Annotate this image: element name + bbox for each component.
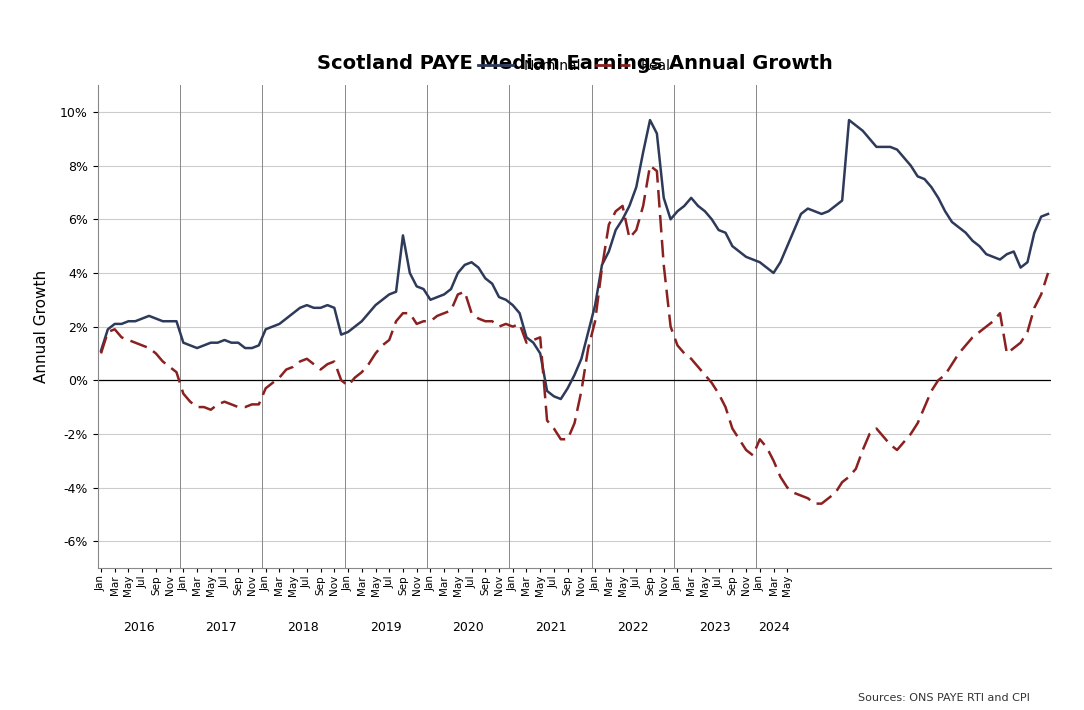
Real — [108, 325, 121, 334]
Nominal — [644, 116, 657, 124]
Text: 2021: 2021 — [534, 621, 566, 634]
Real — [1035, 290, 1048, 299]
Nominal — [101, 325, 114, 334]
Real — [809, 499, 822, 508]
Nominal — [712, 226, 725, 234]
Nominal — [1042, 209, 1055, 218]
Line: Real: Real — [101, 165, 1048, 503]
Nominal — [636, 148, 649, 156]
Real — [101, 328, 114, 337]
Real — [589, 317, 602, 325]
Real — [94, 349, 107, 358]
Text: 2019: 2019 — [370, 621, 401, 634]
Text: 2016: 2016 — [122, 621, 155, 634]
Text: 2020: 2020 — [452, 621, 485, 634]
Real — [706, 378, 719, 387]
Real — [630, 226, 643, 234]
Title: Scotland PAYE Median Earnings Annual Growth: Scotland PAYE Median Earnings Annual Gro… — [317, 53, 833, 72]
Text: 2024: 2024 — [758, 621, 789, 634]
Nominal — [94, 346, 107, 355]
Text: Sources: ONS PAYE RTI and CPI: Sources: ONS PAYE RTI and CPI — [857, 693, 1030, 703]
Real — [644, 161, 657, 170]
Text: 2018: 2018 — [287, 621, 320, 634]
Line: Nominal: Nominal — [101, 120, 1048, 399]
Text: 2022: 2022 — [617, 621, 648, 634]
Real — [1042, 268, 1055, 277]
Legend: Nominal, Real: Nominal, Real — [473, 53, 676, 79]
Nominal — [554, 395, 567, 403]
Nominal — [108, 320, 121, 328]
Text: 2017: 2017 — [205, 621, 237, 634]
Y-axis label: Annual Growth: Annual Growth — [34, 270, 49, 383]
Text: 2023: 2023 — [699, 621, 731, 634]
Nominal — [1035, 212, 1048, 221]
Nominal — [595, 261, 608, 269]
